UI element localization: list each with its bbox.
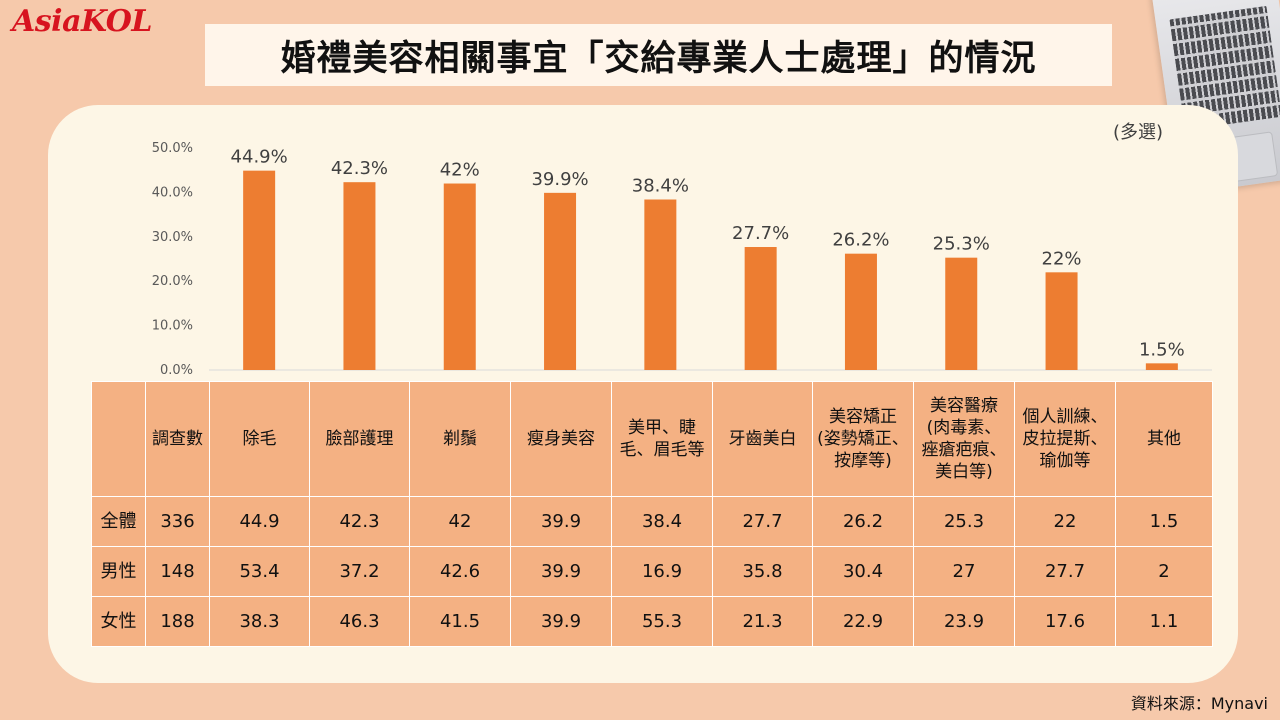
table-cell: 42 [409,496,511,547]
table-header-cell: 美甲、睫 毛、眉毛等 [611,381,713,497]
table-cell: 25.3 [913,496,1015,547]
bar [744,247,777,370]
table-cell: 23.9 [913,596,1015,647]
table-cell: 1.5 [1115,496,1213,547]
y-tick-label: 20.0% [152,274,193,289]
table-cell: 42.6 [409,546,511,597]
table-cell: 38.4 [611,496,713,547]
table-row: 男性 148 53.4 37.2 42.6 39.9 16.9 35.8 30.4 27 27.7 2 [91,546,1213,597]
table-cell: 39.9 [510,496,612,547]
title-banner: 婚禮美容相關事宜「交給專業人士處理」的情況 [205,24,1112,86]
table-header-cell: 其他 [1115,381,1213,497]
source-note: 資料來源：Mynavi [1130,694,1268,713]
row-label-cell: 全體 [91,496,146,547]
table-header-cell: 臉部護理 [309,381,410,497]
bar-value-label: 26.2% [832,230,889,251]
table-cell: 27.7 [1014,546,1116,597]
bar [1045,272,1078,370]
table-cell: 39.9 [510,546,612,597]
table-header-cell: 剃鬚 [409,381,511,497]
table-cell: 17.6 [1014,596,1116,647]
data-table: 調查數 除毛 臉部護理 剃鬚 瘦身美容 美甲、睫 毛、眉毛等 牙齒美白 美容矯正 (姿勢矯正、 按摩… [91,381,1213,647]
table-cell: 26.2 [812,496,914,547]
table-row: 全體 336 44.9 42.3 42 39.9 38.4 27.7 26.2 25.3 22 1.5 [91,496,1213,547]
table-cell: 30.4 [812,546,914,597]
table-header-cell: 牙齒美白 [712,381,813,497]
bar-value-label: 38.4% [632,176,689,197]
bar [343,182,376,370]
row-label-cell: 男性 [91,546,146,597]
table-cell: 148 [145,546,210,597]
row-label-cell: 女性 [91,596,146,647]
table-cell: 2 [1115,546,1213,597]
table-cell: 55.3 [611,596,713,647]
table-cell: 22.9 [812,596,914,647]
table-header-cell: 瘦身美容 [510,381,612,497]
bar [644,199,677,370]
table-cell: 35.8 [712,546,813,597]
y-tick-label: 30.0% [152,230,193,245]
table-header-cell [91,381,146,497]
table-header-cell: 除毛 [209,381,310,497]
page-title: 婚禮美容相關事宜「交給專業人士處理」的情況 [280,38,1037,79]
multiple-choice-note: (多選) [1113,122,1164,143]
bar-value-label: 39.9% [531,169,588,190]
bar-value-label: 42.3% [331,158,388,179]
table-cell: 41.5 [409,596,511,647]
bar-value-label: 44.9% [231,147,288,168]
y-tick-label: 0.0% [160,363,193,378]
table-body: 全體 336 44.9 42.3 42 39.9 38.4 27.7 26.2 25.3 22 1.5… [91,496,1213,647]
bar [945,257,978,370]
table-cell: 42.3 [309,496,410,547]
table-header-row: 調查數 除毛 臉部護理 剃鬚 瘦身美容 美甲、睫 毛、眉毛等 牙齒美白 美容矯正 (姿勢矯正、 按摩… [91,381,1213,497]
table-cell: 16.9 [611,546,713,597]
table-header-cell: 美容矯正 (姿勢矯正、 按摩等) [812,381,914,497]
asiakol-logo: AsiaKOL [12,4,153,39]
table-cell: 27 [913,546,1015,597]
table-cell: 336 [145,496,210,547]
bar-value-label: 42% [440,160,480,181]
table-cell: 188 [145,596,210,647]
table-cell: 46.3 [309,596,410,647]
bar-value-label: 1.5% [1139,339,1185,360]
table-header-cell: 美容醫療 (肉毒素、 痤瘡疤痕、 美白等) [913,381,1015,497]
bar [243,170,276,370]
bar [443,183,476,370]
table-cell: 21.3 [712,596,813,647]
bar [544,192,577,370]
table-cell: 53.4 [209,546,310,597]
y-tick-label: 50.0% [152,141,193,156]
bar [844,253,877,370]
table-cell: 22 [1014,496,1116,547]
y-tick-label: 40.0% [152,185,193,200]
table-header-cell: 調查數 [145,381,210,497]
bar-value-label: 22% [1042,248,1082,269]
table-cell: 1.1 [1115,596,1213,647]
table-cell: 27.7 [712,496,813,547]
table-cell: 44.9 [209,496,310,547]
table-cell: 39.9 [510,596,612,647]
table-row: 女性 188 38.3 46.3 41.5 39.9 55.3 21.3 22.9 23.9 17.… [91,596,1213,647]
bar [1145,363,1178,370]
bar-value-label: 25.3% [933,234,990,255]
table-header-cell: 個人訓練、 皮拉提斯、 瑜伽等 [1014,381,1116,497]
bar-value-label: 27.7% [732,223,789,244]
table-cell: 38.3 [209,596,310,647]
table-cell: 37.2 [309,546,410,597]
y-tick-label: 10.0% [152,319,193,334]
